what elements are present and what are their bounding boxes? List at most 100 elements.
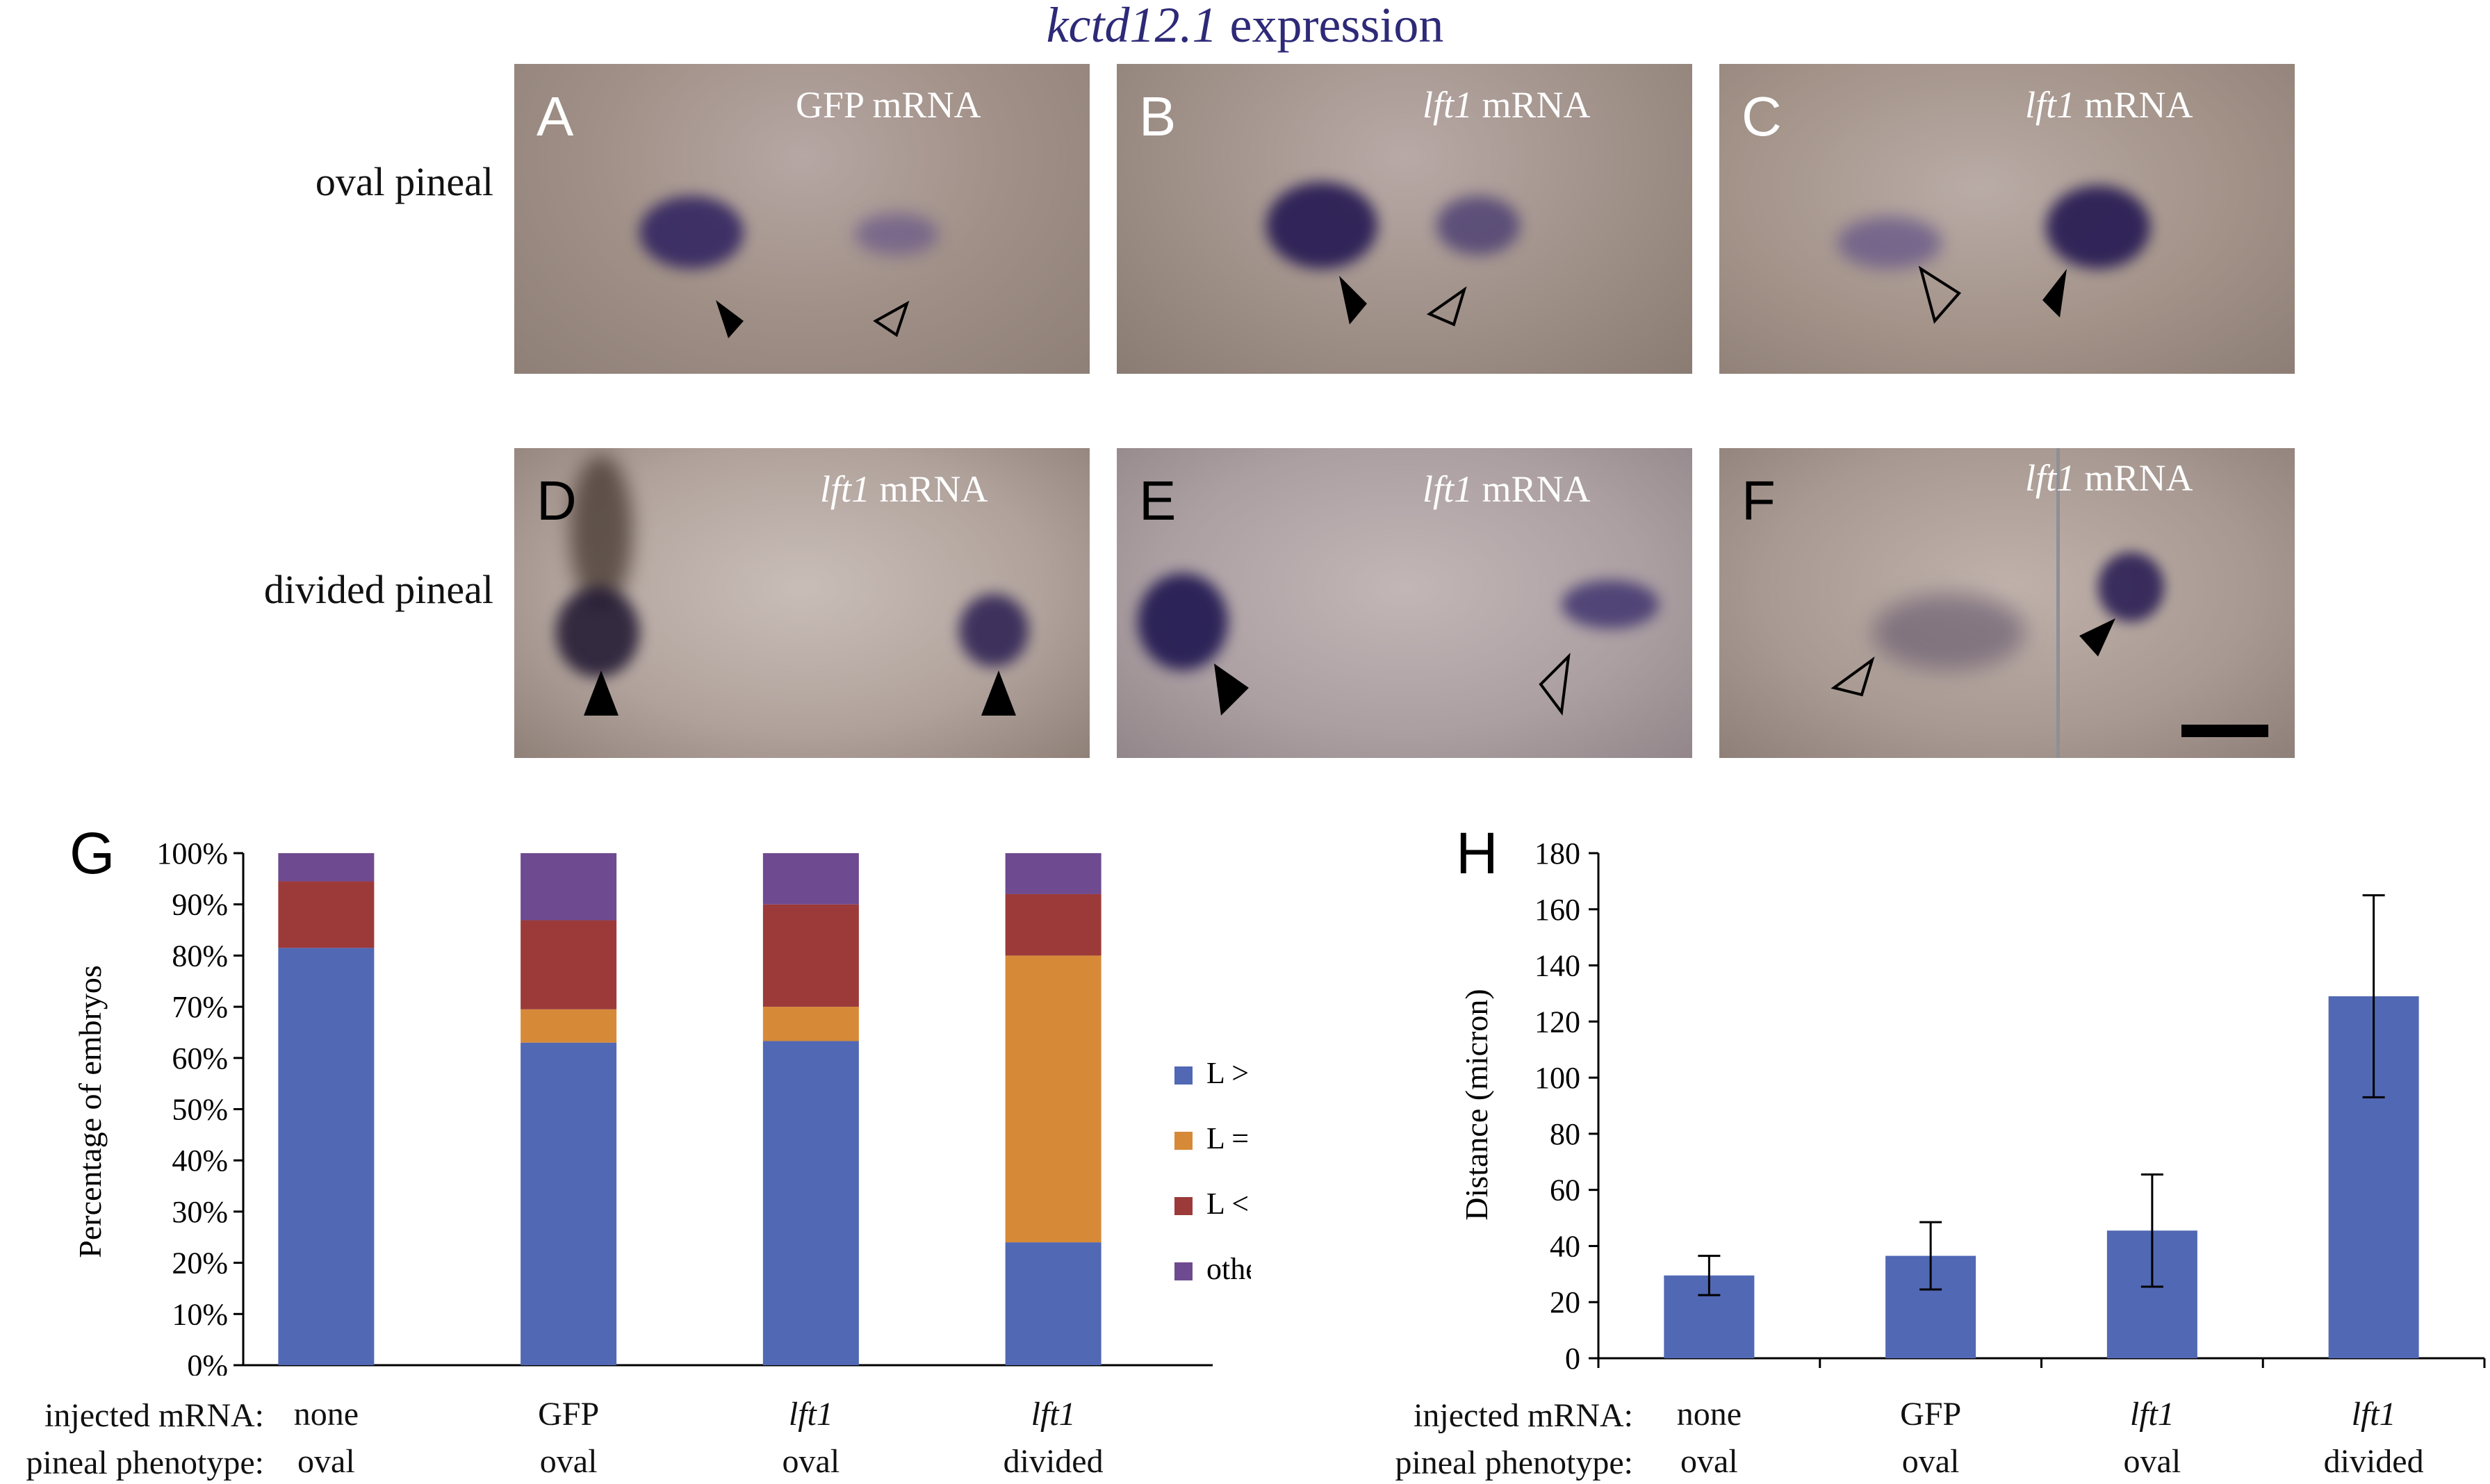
mrna-label: lft1 mRNA — [1423, 84, 1591, 126]
staining-blob — [1266, 182, 1377, 269]
micrograph-b: B lft1 mRNA — [1117, 64, 1692, 374]
bar-segment — [1005, 893, 1101, 956]
bar-segment — [762, 1041, 859, 1365]
legend-label: L = R — [1206, 1121, 1251, 1155]
h-injected-label: injected mRNA: — [1414, 1397, 1633, 1434]
y-tick-label: 40 — [1550, 1229, 1580, 1263]
g-category-mrna: GFP — [538, 1396, 600, 1433]
y-tick-label: 0% — [187, 1349, 228, 1376]
chart-h-bar: Distance (micron) 0 20 40 60 80 100 120 140 160 1… — [1459, 836, 2486, 1376]
open-arrowhead-icon — [1426, 286, 1467, 327]
h-category-mrna: lft1 — [2351, 1396, 2396, 1433]
chart-g-stacked-bar: Percentage of embryos 0% 10% 20% 30% 40% 50% 6… — [72, 836, 1251, 1376]
micrograph-c: C lft1 mRNA — [1719, 64, 2295, 374]
arrowheads — [584, 670, 1016, 716]
divider-line — [2056, 448, 2060, 758]
y-tick-label: 140 — [1534, 949, 1580, 983]
open-arrowhead-icon — [873, 300, 910, 338]
staining-blob — [2046, 186, 2150, 269]
staining-blob — [959, 594, 1029, 667]
panel-letter-g: G — [69, 821, 115, 886]
staining-blob — [1138, 573, 1228, 670]
panel-letter: C — [1742, 85, 1782, 147]
row-label-divided: divided pineal — [263, 567, 493, 612]
bar-segment — [1005, 1242, 1101, 1365]
bar-segment — [1005, 853, 1101, 894]
mrna-label: lft1 mRNA — [2025, 457, 2193, 499]
micrograph-d: D lft1 mRNA — [514, 448, 1090, 758]
staining-blob — [1562, 580, 1659, 629]
g-category-phenotype: oval — [539, 1443, 598, 1480]
filled-arrowhead-icon — [981, 670, 1016, 716]
y-tick-label: 50% — [172, 1093, 228, 1127]
h-category-phenotype: oval — [1680, 1443, 1738, 1480]
staining-blob — [556, 587, 639, 677]
micrograph-a: A GFP mRNA — [514, 64, 1090, 374]
panel-letter-h: H — [1456, 821, 1498, 886]
arrowheads — [1214, 652, 1571, 716]
legend-swatch — [1174, 1066, 1193, 1085]
legend-label: other — [1206, 1252, 1251, 1286]
filled-arrowhead-icon — [1214, 663, 1249, 716]
g-category-mrna: none — [293, 1396, 359, 1433]
staining-blob — [639, 196, 744, 269]
h-category-phenotype: oval — [2123, 1443, 2181, 1480]
bar-segment — [278, 853, 375, 882]
filled-arrowhead-icon — [584, 670, 619, 716]
panel-letter: E — [1139, 470, 1177, 531]
y-tick-label: 70% — [172, 990, 228, 1024]
y-tick-label: 20 — [1550, 1285, 1580, 1319]
title-gene: kctd12.1 — [1046, 0, 1218, 53]
y-tick-label: 10% — [172, 1297, 228, 1331]
y-tick-label: 120 — [1534, 1005, 1580, 1039]
g-category-mrna: lft1 — [1031, 1396, 1076, 1433]
g-category-phenotype: divided — [1003, 1443, 1104, 1480]
legend-swatch — [1174, 1132, 1193, 1150]
chart-h-ylabel: Distance (micron) — [1459, 989, 1494, 1220]
filled-arrowhead-icon — [2079, 618, 2115, 657]
micrograph-f: F lft1 mRNA — [1719, 448, 2295, 758]
g-category-phenotype: oval — [297, 1443, 355, 1480]
panel-letter: A — [537, 85, 574, 147]
filled-arrowhead-icon — [716, 300, 744, 338]
g-category-phenotype: oval — [782, 1443, 840, 1480]
y-tick-label: 60% — [172, 1041, 228, 1075]
mrna-label: lft1 mRNA — [1423, 468, 1591, 510]
y-tick-label: 100% — [156, 836, 228, 871]
bar-segment — [521, 920, 617, 1009]
micrograph-e: E lft1 mRNA — [1117, 448, 1692, 758]
y-tick-label: 30% — [172, 1195, 228, 1229]
bar-segment — [521, 1042, 617, 1365]
open-arrowhead-icon — [1830, 656, 1875, 697]
h-category-mrna: none — [1676, 1396, 1742, 1433]
h-phenotype-label: pineal phenotype: — [1395, 1444, 1633, 1481]
g-phenotype-label: pineal phenotype: — [26, 1444, 264, 1481]
legend-swatch — [1174, 1262, 1193, 1280]
bar-segment — [278, 881, 375, 948]
bar-segment — [521, 1009, 617, 1043]
y-tick-label: 180 — [1534, 836, 1580, 871]
y-tick-label: 60 — [1550, 1173, 1580, 1207]
panel-letter: B — [1139, 85, 1177, 147]
staining-blob — [855, 213, 938, 255]
h-category-phenotype: divided — [2323, 1443, 2424, 1480]
mrna-label: GFP mRNA — [796, 84, 981, 126]
filled-arrowhead-icon — [1339, 276, 1367, 324]
y-tick-label: 20% — [172, 1246, 228, 1280]
h-category-mrna: lft1 — [2129, 1396, 2174, 1433]
bar-segment — [278, 948, 375, 1365]
arrowheads — [1830, 618, 2268, 737]
filled-arrowhead-icon — [2042, 269, 2067, 318]
y-tick-label: 90% — [172, 888, 228, 922]
bar-segment — [521, 853, 617, 921]
y-tick-label: 0 — [1565, 1342, 1580, 1376]
y-tick-label: 80 — [1550, 1117, 1580, 1151]
y-tick-label: 40% — [172, 1144, 228, 1178]
bar-segment — [762, 904, 859, 1007]
mrna-label: lft1 mRNA — [820, 468, 988, 510]
y-tick-label: 80% — [172, 939, 228, 973]
h-category-mrna: GFP — [1900, 1396, 1962, 1433]
arrowheads — [1918, 265, 2067, 324]
row-label-oval: oval pineal — [315, 159, 493, 204]
open-arrowhead-icon — [1918, 265, 1962, 324]
